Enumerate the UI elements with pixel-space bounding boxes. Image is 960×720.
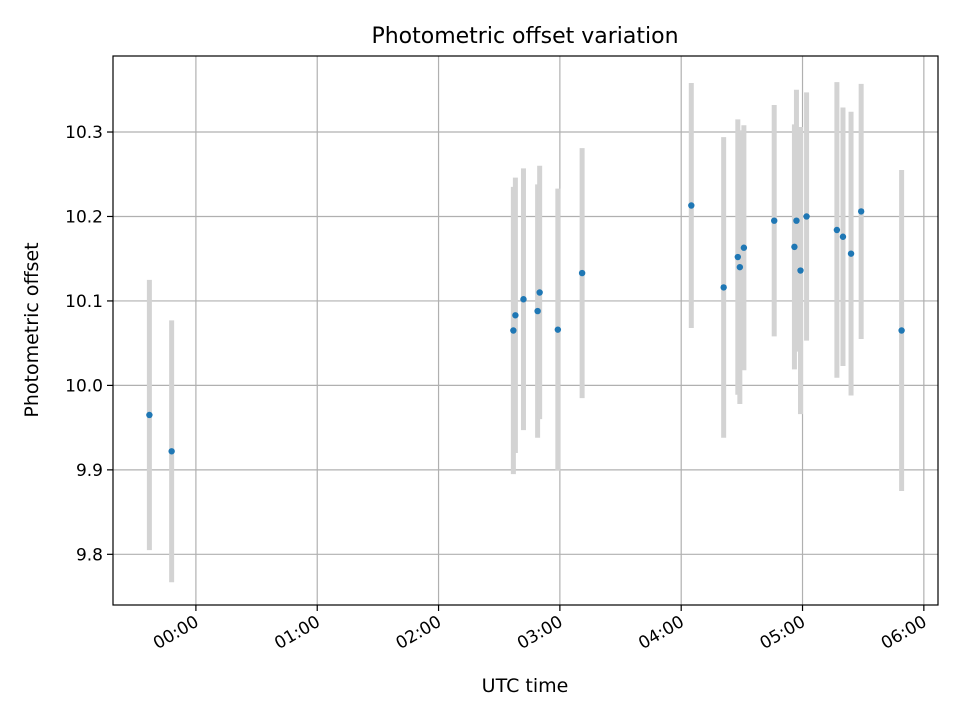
y-tick-label: 9.9 (76, 461, 103, 481)
x-tick-label: 01:00 (271, 612, 323, 654)
data-points (146, 202, 905, 455)
x-tick-label: 05:00 (757, 612, 809, 654)
data-point (857, 208, 865, 215)
data-point (536, 289, 543, 296)
x-axis-label: UTC time (482, 675, 569, 697)
x-tick-label: 03:00 (514, 612, 566, 654)
data-point (803, 213, 810, 220)
data-point (833, 226, 841, 234)
data-point (510, 327, 517, 334)
data-point (554, 326, 562, 333)
x-tick-label: 02:00 (393, 612, 445, 654)
data-point (688, 202, 695, 209)
error-bars (146, 82, 905, 583)
data-point (578, 269, 586, 277)
y-tick-label: 10.0 (65, 376, 103, 396)
x-axis-ticks: 00:00 01:00 02:00 03:00 04:00 05:00 06:00 (150, 605, 930, 654)
x-tick-label: 06:00 (878, 612, 930, 654)
plot-frame (112, 55, 939, 606)
data-point (797, 267, 804, 274)
data-point (740, 244, 748, 251)
x-tick-label: 04:00 (635, 612, 687, 654)
y-axis-label: Photometric offset (21, 242, 43, 417)
data-point (146, 411, 153, 419)
data-point (168, 448, 175, 455)
data-point (793, 217, 800, 224)
data-point (720, 284, 727, 291)
data-point (839, 233, 847, 240)
data-point (736, 263, 744, 271)
y-axis-ticks: 9.8 9.9 10.0 10.1 10.2 10.3 (65, 123, 113, 565)
chart-title: Photometric offset variation (371, 24, 678, 49)
data-point (734, 253, 742, 261)
data-point (847, 250, 855, 257)
y-tick-label: 10.3 (65, 123, 103, 143)
x-tick-label: 00:00 (150, 612, 202, 654)
y-tick-label: 10.2 (65, 207, 103, 227)
data-point (791, 243, 798, 251)
data-point (512, 312, 519, 319)
y-tick-label: 9.8 (76, 545, 103, 565)
data-point (898, 327, 905, 334)
y-tick-label: 10.1 (65, 292, 103, 312)
data-point (534, 307, 541, 315)
data-point (771, 217, 778, 224)
data-point (520, 296, 527, 303)
